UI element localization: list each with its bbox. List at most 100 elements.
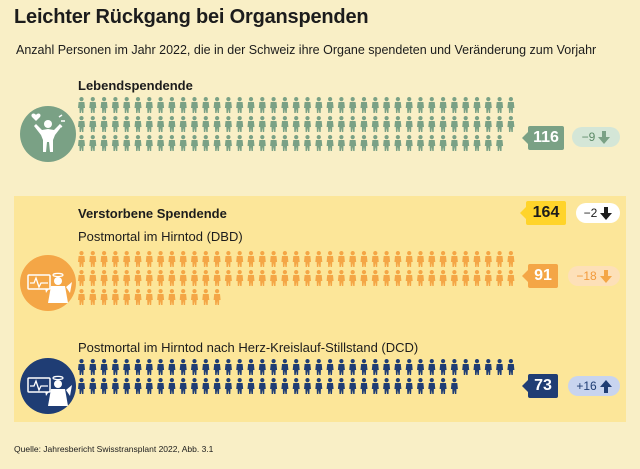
living-donor-icon bbox=[371, 116, 379, 132]
dcd-donor-icon bbox=[258, 359, 266, 375]
living-donor-icon bbox=[496, 135, 504, 151]
deceased-heading: Verstorbene Spendende bbox=[78, 206, 227, 221]
dbd-donor-icon bbox=[78, 251, 85, 267]
dbd-donor-icon bbox=[304, 251, 311, 267]
dcd-donor-icon bbox=[78, 359, 85, 375]
living-donor-icon bbox=[360, 97, 368, 113]
living-donor-icon bbox=[270, 116, 278, 132]
dbd-donor-icon bbox=[202, 289, 210, 305]
living-donor-icon bbox=[292, 135, 300, 151]
living-donor-icon bbox=[236, 116, 244, 132]
living-donor-icon bbox=[439, 97, 447, 113]
living-donor-icon bbox=[213, 135, 221, 151]
dcd-donor-icon bbox=[371, 378, 379, 394]
living-donor-icon bbox=[428, 97, 436, 113]
living-donor-icon bbox=[224, 135, 232, 151]
living-donor-icon bbox=[202, 135, 210, 151]
living-donor-icon bbox=[258, 135, 266, 151]
living-donor-icon bbox=[145, 135, 153, 151]
living-donor-icon bbox=[78, 135, 85, 151]
living-donor-icon bbox=[383, 116, 391, 132]
dbd-donor-icon bbox=[168, 270, 176, 286]
living-donor-icon bbox=[417, 97, 424, 113]
dcd-donor-icon bbox=[111, 378, 119, 394]
deceased-change: −2 bbox=[583, 206, 598, 220]
living-donor-icon bbox=[428, 135, 436, 151]
dbd-donor-icon bbox=[473, 251, 481, 267]
dcd-donor-icon bbox=[394, 378, 402, 394]
living-donor-icon bbox=[462, 97, 470, 113]
living-donor-icon bbox=[270, 135, 278, 151]
dcd-donor-icon bbox=[202, 378, 210, 394]
dcd-change-pill: +16 bbox=[568, 376, 620, 396]
dcd-donor-icon bbox=[337, 359, 345, 375]
dcd-donor-icon bbox=[168, 359, 176, 375]
living-donor-icon bbox=[236, 97, 244, 113]
dbd-donor-icon bbox=[270, 270, 278, 286]
dbd-donor-icon bbox=[123, 270, 131, 286]
source-note: Quelle: Jahresbericht Swisstransplant 20… bbox=[14, 444, 214, 454]
living-donor-icon bbox=[326, 135, 334, 151]
deceased-value: 164 bbox=[532, 204, 560, 221]
dbd-donor-icon bbox=[89, 270, 97, 286]
living-value: 116 bbox=[533, 129, 559, 146]
living-donor-icon bbox=[78, 116, 85, 132]
dbd-donor-icon bbox=[337, 251, 345, 267]
dbd-donor-icon bbox=[157, 289, 165, 305]
dbd-donor-icon bbox=[450, 251, 458, 267]
living-donor-icon bbox=[247, 116, 255, 132]
dbd-donor-icon bbox=[78, 289, 85, 305]
living-value-box: 116 bbox=[522, 126, 564, 150]
dcd-donor-icon bbox=[462, 359, 470, 375]
living-donor-icon bbox=[484, 97, 492, 113]
living-donor-icon bbox=[123, 135, 131, 151]
living-donor-icon bbox=[337, 97, 345, 113]
living-donor-icon bbox=[349, 116, 357, 132]
living-donor-icon bbox=[179, 116, 187, 132]
living-donor-icon bbox=[100, 97, 108, 113]
dbd-donor-icon bbox=[428, 270, 436, 286]
dcd-donor-icon bbox=[507, 359, 515, 375]
dbd-donor-icon bbox=[145, 251, 153, 267]
dbd-donor-icon bbox=[111, 270, 119, 286]
dbd-donor-icon bbox=[450, 270, 458, 286]
dbd-donor-icon bbox=[157, 251, 165, 267]
dcd-donor-icon bbox=[236, 378, 244, 394]
dcd-heading: Postmortal im Hirntod nach Herz-Kreislau… bbox=[78, 340, 419, 355]
living-donor-icon bbox=[394, 97, 402, 113]
dcd-donor-icon bbox=[111, 359, 119, 375]
living-donor-icon bbox=[304, 97, 311, 113]
dcd-donor-icon bbox=[326, 378, 334, 394]
living-donor-icon bbox=[134, 97, 142, 113]
living-donor-icon bbox=[168, 116, 176, 132]
living-donor-icon bbox=[417, 116, 424, 132]
dcd-donor-icon bbox=[145, 359, 153, 375]
living-donor-icon bbox=[191, 116, 198, 132]
living-donor-icon bbox=[168, 97, 176, 113]
living-donor-icon bbox=[258, 97, 266, 113]
dbd-donor-icon bbox=[462, 251, 470, 267]
dcd-donor-icon bbox=[417, 359, 424, 375]
dcd-donor-icon bbox=[100, 359, 108, 375]
dbd-donor-icon bbox=[349, 251, 357, 267]
living-donor-icon bbox=[134, 135, 142, 151]
dcd-donor-icon bbox=[326, 359, 334, 375]
dcd-donor-icon bbox=[304, 359, 311, 375]
dbd-donor-icon bbox=[507, 270, 515, 286]
living-donor-icon bbox=[213, 116, 221, 132]
living-donor-icon bbox=[78, 97, 85, 113]
dbd-donor-icon bbox=[258, 251, 266, 267]
dbd-donor-icon bbox=[247, 251, 255, 267]
living-donor-icon bbox=[405, 97, 413, 113]
dcd-donor-icon bbox=[405, 378, 413, 394]
living-change-pill: −9 bbox=[572, 127, 620, 147]
dbd-donor-icon bbox=[394, 270, 402, 286]
living-donor-icon bbox=[462, 116, 470, 132]
dbd-donor-icon bbox=[417, 270, 424, 286]
living-donor-icon bbox=[337, 135, 345, 151]
dbd-donor-icon bbox=[191, 289, 198, 305]
dbd-donor-icon bbox=[236, 270, 244, 286]
living-donor-icon bbox=[507, 116, 515, 132]
dbd-donor-icon bbox=[145, 289, 153, 305]
living-donor-icon bbox=[383, 97, 391, 113]
